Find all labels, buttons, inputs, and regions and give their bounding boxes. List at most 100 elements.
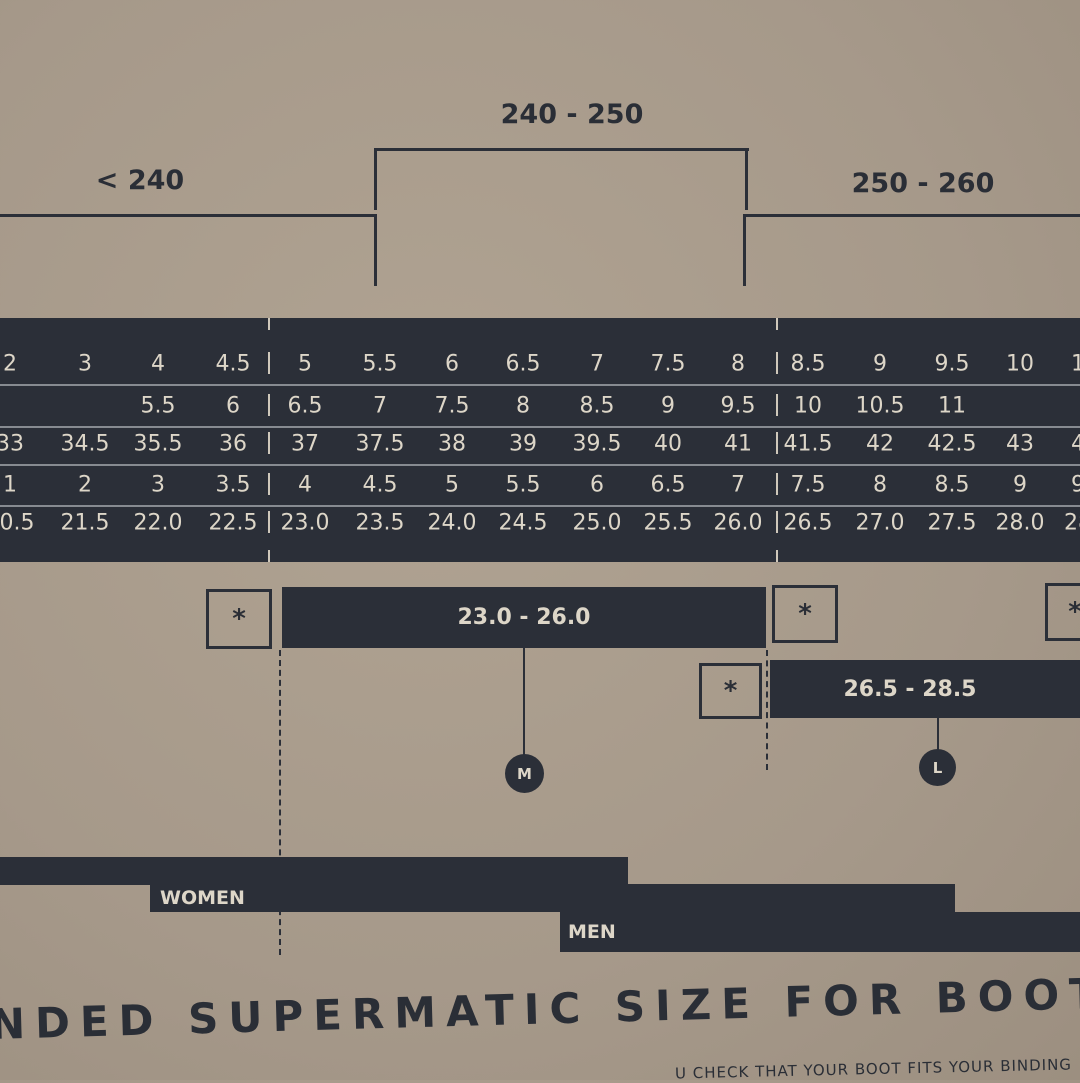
- table-cell: 26.0: [713, 510, 763, 536]
- column-divider: [268, 550, 270, 562]
- table-cell: 8: [516, 393, 530, 419]
- table-cell: 11: [938, 393, 966, 419]
- table-cell: 1: [1071, 351, 1080, 377]
- table-cell: 8.5: [579, 393, 615, 419]
- size-badge-l: L: [919, 749, 956, 786]
- table-cell: 6.5: [287, 393, 323, 419]
- table-cell: 6: [590, 472, 604, 498]
- star-box: *: [1045, 583, 1080, 641]
- table-cell: 3.5: [215, 472, 251, 498]
- gender-label: MEN: [568, 921, 616, 943]
- table-cell: 3: [151, 472, 165, 498]
- table-cell: 7.5: [434, 393, 470, 419]
- table-cell: 36: [219, 431, 247, 457]
- table-cell: 41: [724, 431, 752, 457]
- table-row: 20.5 21.5 22.0 22.5 23.0 23.5 24.0 24.5 25.0 25.5…: [0, 503, 1080, 543]
- table-cell: 9.5: [720, 393, 756, 419]
- table-cell: 5.5: [362, 351, 398, 377]
- table-cell: 4.5: [215, 351, 251, 377]
- table-cell: 7: [590, 351, 604, 377]
- table-rule: [0, 464, 1080, 466]
- dashed-guide: [766, 650, 768, 770]
- table-cell: 24.0: [427, 510, 477, 536]
- range-label-250-260: 250 - 260: [851, 168, 995, 199]
- table-cell: 9: [1071, 472, 1080, 498]
- table-cell: 37.5: [355, 431, 405, 457]
- table-cell: 9: [873, 351, 887, 377]
- table-cell: 6.5: [505, 351, 541, 377]
- size-conversion-table: 2 3 4 4.5 5 5.5 6 6.5 7 7.5 8 8.5 9 9.5 10 1 5.5 6 6.5 7 7.5…: [0, 318, 1080, 562]
- connector-line: [523, 648, 525, 756]
- table-cell: 6: [226, 393, 240, 419]
- table-cell: 39: [509, 431, 537, 457]
- table-cell: 34.5: [60, 431, 110, 457]
- table-cell: 33: [0, 431, 24, 457]
- column-divider: [268, 352, 270, 374]
- table-row: 33 34.5 35.5 36 37 37.5 38 39 39.5 40 41 41.5 42 42.5…: [0, 424, 1080, 464]
- table-cell: 40: [654, 431, 682, 457]
- table-cell: 8: [873, 472, 887, 498]
- gender-bar-youth: [0, 857, 628, 885]
- table-rule: [0, 505, 1080, 507]
- table-cell: 7.5: [790, 472, 826, 498]
- gender-bar-women: WOMEN: [150, 884, 955, 912]
- table-cell: 42.5: [927, 431, 977, 457]
- bracket-240-250-left: [374, 148, 377, 210]
- bracket-under-240: [0, 214, 377, 217]
- table-cell: 8.5: [790, 351, 826, 377]
- table-cell: 8.5: [934, 472, 970, 498]
- table-cell: 5.5: [505, 472, 541, 498]
- table-cell: 25.5: [643, 510, 693, 536]
- table-cell: 6.5: [650, 472, 686, 498]
- table-cell: 39.5: [572, 431, 622, 457]
- table-cell: 7.5: [650, 351, 686, 377]
- table-cell: 8: [731, 351, 745, 377]
- size-range-label: 23.0 - 26.0: [457, 605, 591, 630]
- bracket-under-240-drop: [374, 214, 377, 286]
- size-range-bar-l: 26.5 - 28.5: [770, 660, 1080, 718]
- table-cell: 4: [151, 351, 165, 377]
- table-cell: 10: [1006, 351, 1034, 377]
- table-cell: 20.5: [0, 510, 35, 536]
- table-cell: 9: [661, 393, 675, 419]
- size-badge-m: M: [505, 754, 544, 793]
- star-box: *: [772, 585, 838, 643]
- table-cell: 41.5: [783, 431, 833, 457]
- table-row: 2 3 4 4.5 5 5.5 6 6.5 7 7.5 8 8.5 9 9.5 10 1: [0, 344, 1080, 384]
- table-cell: 42: [866, 431, 894, 457]
- column-divider: [776, 318, 778, 330]
- table-cell: 5: [445, 472, 459, 498]
- gender-bar-men: MEN: [560, 912, 1080, 952]
- table-cell: 27.0: [855, 510, 905, 536]
- table-cell: 23.5: [355, 510, 405, 536]
- table-cell: 10.5: [855, 393, 905, 419]
- column-divider: [268, 432, 270, 454]
- table-cell: 37: [291, 431, 319, 457]
- column-divider: [268, 318, 270, 330]
- table-cell: 43: [1006, 431, 1034, 457]
- table-cell: 23.0: [280, 510, 330, 536]
- table-cell: 21.5: [60, 510, 110, 536]
- table-cell: 27.5: [927, 510, 977, 536]
- column-divider: [776, 550, 778, 562]
- table-row: 5.5 6 6.5 7 7.5 8 8.5 9 9.5 10 10.5 11: [0, 386, 1080, 426]
- table-cell: 4: [298, 472, 312, 498]
- table-cell: 2: [3, 351, 17, 377]
- column-divider: [776, 352, 778, 374]
- column-divider: [776, 473, 778, 495]
- table-cell: 28.0: [995, 510, 1045, 536]
- table-cell: 26.5: [783, 510, 833, 536]
- table-cell: 7: [731, 472, 745, 498]
- table-cell: 25.0: [572, 510, 622, 536]
- star-box: *: [699, 663, 762, 719]
- table-cell: 38: [438, 431, 466, 457]
- table-row: 1 2 3 3.5 4 4.5 5 5.5 6 6.5 7 7.5 8 8.5 9 9: [0, 465, 1080, 505]
- size-range-label: 26.5 - 28.5: [843, 676, 977, 702]
- table-cell: 9.5: [934, 351, 970, 377]
- table-cell: 5: [298, 351, 312, 377]
- table-cell: 2: [78, 472, 92, 498]
- table-cell: 22.0: [133, 510, 183, 536]
- column-divider: [776, 394, 778, 416]
- column-divider: [268, 394, 270, 416]
- column-divider: [776, 432, 778, 454]
